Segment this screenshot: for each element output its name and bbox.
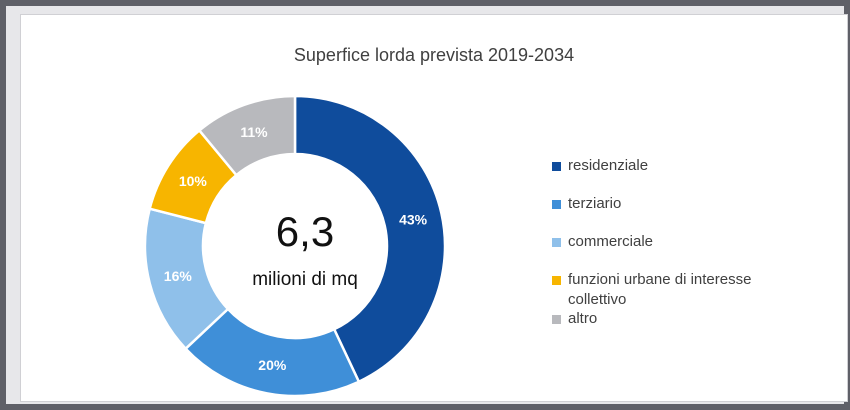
donut-slice-altro (197, 94, 297, 177)
center-total-unit: milioni di mq (252, 269, 358, 290)
data-label-terziario: 20% (258, 357, 287, 373)
donut-chart: 43% 20% 16% 10% 11% (143, 94, 447, 398)
legend-label-terziario: terziario (568, 195, 622, 212)
data-label-altro: 11% (240, 124, 268, 140)
chart-card: Superfice lorda prevista 2019-2034 43% 20… (20, 14, 848, 402)
legend-swatch-commerciale (552, 238, 561, 247)
legend-swatch-altro (552, 315, 561, 324)
legend-label-residenziale: residenziale (568, 157, 649, 174)
legend-label-funzioni-urbane: funzioni urbane di interesse collettivo (568, 271, 752, 308)
legend-swatch-terziario (552, 200, 561, 209)
legend-label-commerciale: commerciale (568, 233, 654, 250)
outer-frame: Superfice lorda prevista 2019-2034 43% 20… (6, 6, 848, 404)
data-label-funzioni-urbane-di-interesse-collettivo: 10% (179, 173, 208, 189)
legend-swatch-residenziale (552, 162, 561, 171)
center-total-value: 6,3 (275, 208, 335, 255)
donut-slice-residenziale (293, 94, 447, 384)
legend-label-altro: altro (568, 310, 598, 327)
data-label-residenziale: 43% (399, 212, 428, 228)
legend-swatch-funzioni-urbane (552, 276, 561, 285)
data-label-commerciale: 16% (164, 268, 193, 284)
chart-title: Superfice lorda prevista 2019-2034 (293, 45, 575, 65)
